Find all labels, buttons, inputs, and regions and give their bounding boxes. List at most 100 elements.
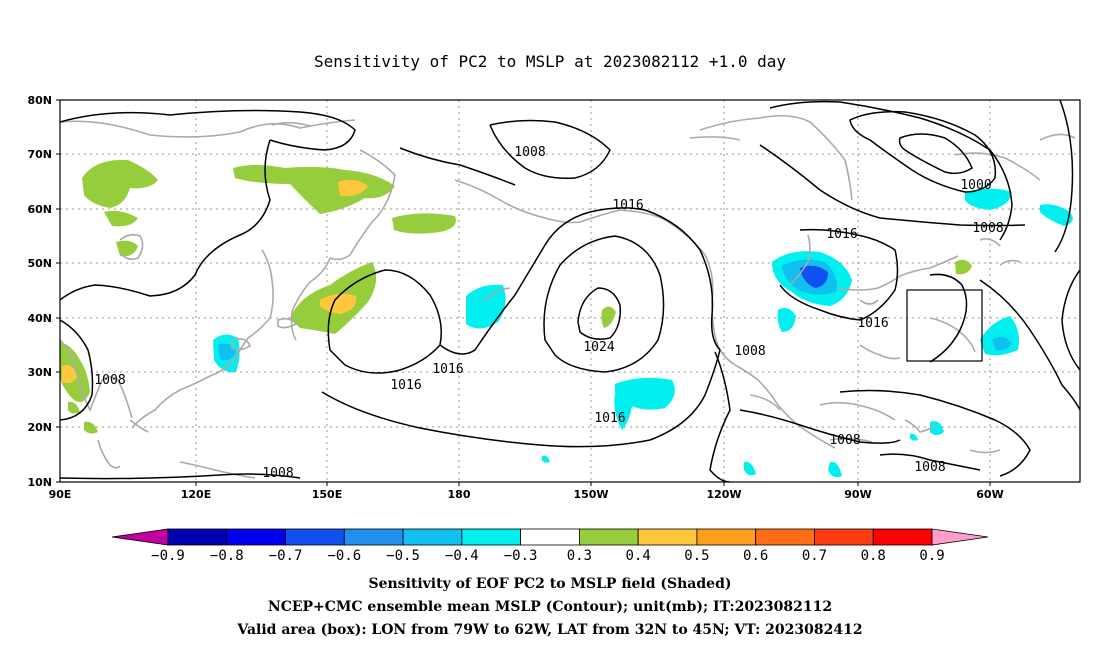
longitude-labels: 90E 120E 150E 180 150W 120W 90W 60W bbox=[49, 488, 1004, 501]
colorbar-swatch bbox=[637, 528, 698, 546]
contour-label: 1016 bbox=[612, 198, 643, 213]
shade-siberia-west bbox=[82, 159, 158, 208]
colorbar-tick-label: 0.4 bbox=[626, 548, 651, 564]
lon-label: 60W bbox=[976, 488, 1003, 501]
colorbar-tick-label: 0.5 bbox=[684, 548, 709, 564]
latitude-labels: 80N 70N 60N 50N 40N 30N 20N 10N bbox=[27, 94, 52, 489]
colorbar-tick-label: 0.8 bbox=[861, 548, 886, 564]
colorbar-arrow-low bbox=[111, 528, 169, 546]
contour-label: 1008 bbox=[734, 344, 765, 359]
colorbar-swatch bbox=[520, 528, 580, 546]
lon-label: 90W bbox=[844, 488, 871, 501]
axis-ticks bbox=[56, 99, 991, 486]
shade-bering bbox=[392, 213, 456, 234]
caption: Sensitivity of EOF PC2 to MSLP field (Sh… bbox=[236, 576, 862, 638]
contour-label: 1016 bbox=[390, 378, 421, 393]
contour-label: 1008 bbox=[94, 373, 125, 388]
contour-label: 1000 bbox=[960, 178, 991, 193]
mslp-contours bbox=[60, 100, 1080, 482]
colorbar-tick-label: −0.3 bbox=[504, 548, 538, 564]
caption-line-1: Sensitivity of EOF PC2 to MSLP field (Sh… bbox=[368, 576, 731, 592]
colorbar-tick-label: 0.7 bbox=[802, 548, 827, 564]
lon-label: 180 bbox=[448, 488, 471, 501]
shade-dateline bbox=[466, 284, 506, 329]
contour-label: 1008 bbox=[914, 460, 945, 475]
shade-east-siberia-yellow bbox=[338, 179, 368, 197]
lat-label: 70N bbox=[27, 148, 52, 161]
map-frame bbox=[59, 99, 1081, 483]
colorbar-swatch bbox=[226, 528, 286, 546]
shade-labrador bbox=[965, 188, 1012, 210]
sensitivity-shading bbox=[60, 159, 1073, 478]
colorbar-swatch bbox=[578, 528, 639, 546]
contour-label: 1024 bbox=[583, 340, 614, 355]
colorbar-swatch bbox=[461, 528, 522, 546]
figure-title: Sensitivity of PC2 to MSLP at 2023082112… bbox=[314, 52, 786, 71]
colorbar-swatch bbox=[343, 528, 404, 546]
lon-label: 150E bbox=[312, 488, 342, 501]
colorbar-tick-label: −0.9 bbox=[151, 548, 185, 564]
colorbar: −0.9 −0.8 −0.7 −0.6 −0.5 −0.4 −0.3 0.3 0.4 0.5 0.6… bbox=[111, 528, 989, 564]
colorbar-tick-label: 0.3 bbox=[567, 548, 592, 564]
lat-label: 10N bbox=[27, 476, 52, 489]
colorbar-tick-label: −0.8 bbox=[210, 548, 244, 564]
shade-mexico bbox=[744, 461, 756, 476]
colorbar-swatch bbox=[402, 528, 463, 546]
colorbar-tick-label: 0.9 bbox=[919, 548, 944, 564]
shade-caribbean bbox=[828, 461, 842, 478]
shade-bay bbox=[68, 401, 80, 414]
caption-line-2: NCEP+CMC ensemble mean MSLP (Contour); u… bbox=[268, 599, 832, 615]
shade-mongolia bbox=[116, 240, 138, 257]
lat-label: 50N bbox=[27, 257, 52, 270]
lat-label: 30N bbox=[27, 366, 52, 379]
shade-siberia-sw bbox=[104, 210, 138, 227]
colorbar-tick-label: −0.7 bbox=[269, 548, 303, 564]
shade-pacific-small bbox=[542, 455, 550, 463]
colorbar-tick-label: 0.6 bbox=[743, 548, 768, 564]
contour-label: 1008 bbox=[972, 221, 1003, 236]
contour-label: 1016 bbox=[594, 411, 625, 426]
map-background bbox=[60, 100, 1080, 482]
colorbar-swatch bbox=[285, 528, 345, 546]
map-panel: 1008 1016 1000 1008 1016 1024 1016 1016 … bbox=[27, 94, 1081, 501]
colorbar-swatch bbox=[814, 528, 874, 546]
lat-label: 20N bbox=[27, 421, 52, 434]
colorbar-tick-label: −0.4 bbox=[445, 548, 479, 564]
shade-atlantic-north bbox=[1040, 204, 1073, 226]
shade-antilles-small bbox=[910, 433, 918, 441]
contour-label: 1008 bbox=[262, 466, 293, 481]
shade-subtropical-pacific bbox=[614, 377, 675, 430]
lon-label: 120E bbox=[181, 488, 211, 501]
shade-india-yellow bbox=[62, 365, 78, 384]
contour-label: 1016 bbox=[826, 227, 857, 242]
shade-pacific-high bbox=[601, 306, 616, 328]
lat-label: 60N bbox=[27, 203, 52, 216]
colorbar-tick-label: −0.5 bbox=[386, 548, 420, 564]
colorbar-arrow-high bbox=[931, 528, 989, 546]
contour-label: 1016 bbox=[857, 316, 888, 331]
contour-labels: 1008 1016 1000 1008 1016 1024 1016 1016 … bbox=[94, 145, 1003, 481]
shade-ohio bbox=[777, 308, 796, 332]
lat-label: 40N bbox=[27, 312, 52, 325]
shade-antilles bbox=[930, 421, 944, 435]
colorbar-swatch bbox=[755, 528, 815, 546]
shade-india-south bbox=[84, 421, 98, 434]
shade-east-siberia bbox=[233, 165, 395, 214]
shade-central-us-core bbox=[800, 265, 828, 288]
caption-line-3: Valid area (box): LON from 79W to 62W, L… bbox=[236, 622, 862, 638]
colorbar-tick-label: −0.6 bbox=[327, 548, 361, 564]
colorbar-swatch bbox=[696, 528, 757, 546]
colorbar-swatch bbox=[872, 528, 933, 546]
contour-label: 1016 bbox=[432, 362, 463, 377]
contour-label: 1008 bbox=[514, 145, 545, 160]
lon-label: 90E bbox=[49, 488, 72, 501]
lon-label: 120W bbox=[706, 488, 741, 501]
shade-kuril-yellow bbox=[320, 293, 357, 314]
lon-label: 150W bbox=[573, 488, 608, 501]
shade-quebec bbox=[955, 259, 972, 275]
coastlines bbox=[60, 114, 1076, 479]
shade-atlantic-box-core bbox=[992, 336, 1012, 351]
contour-label: 1008 bbox=[829, 433, 860, 448]
colorbar-swatch bbox=[167, 528, 228, 546]
